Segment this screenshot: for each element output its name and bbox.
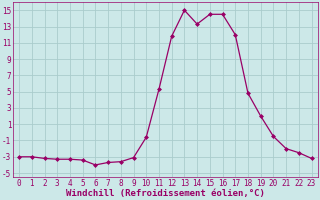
X-axis label: Windchill (Refroidissement éolien,°C): Windchill (Refroidissement éolien,°C) bbox=[66, 189, 265, 198]
